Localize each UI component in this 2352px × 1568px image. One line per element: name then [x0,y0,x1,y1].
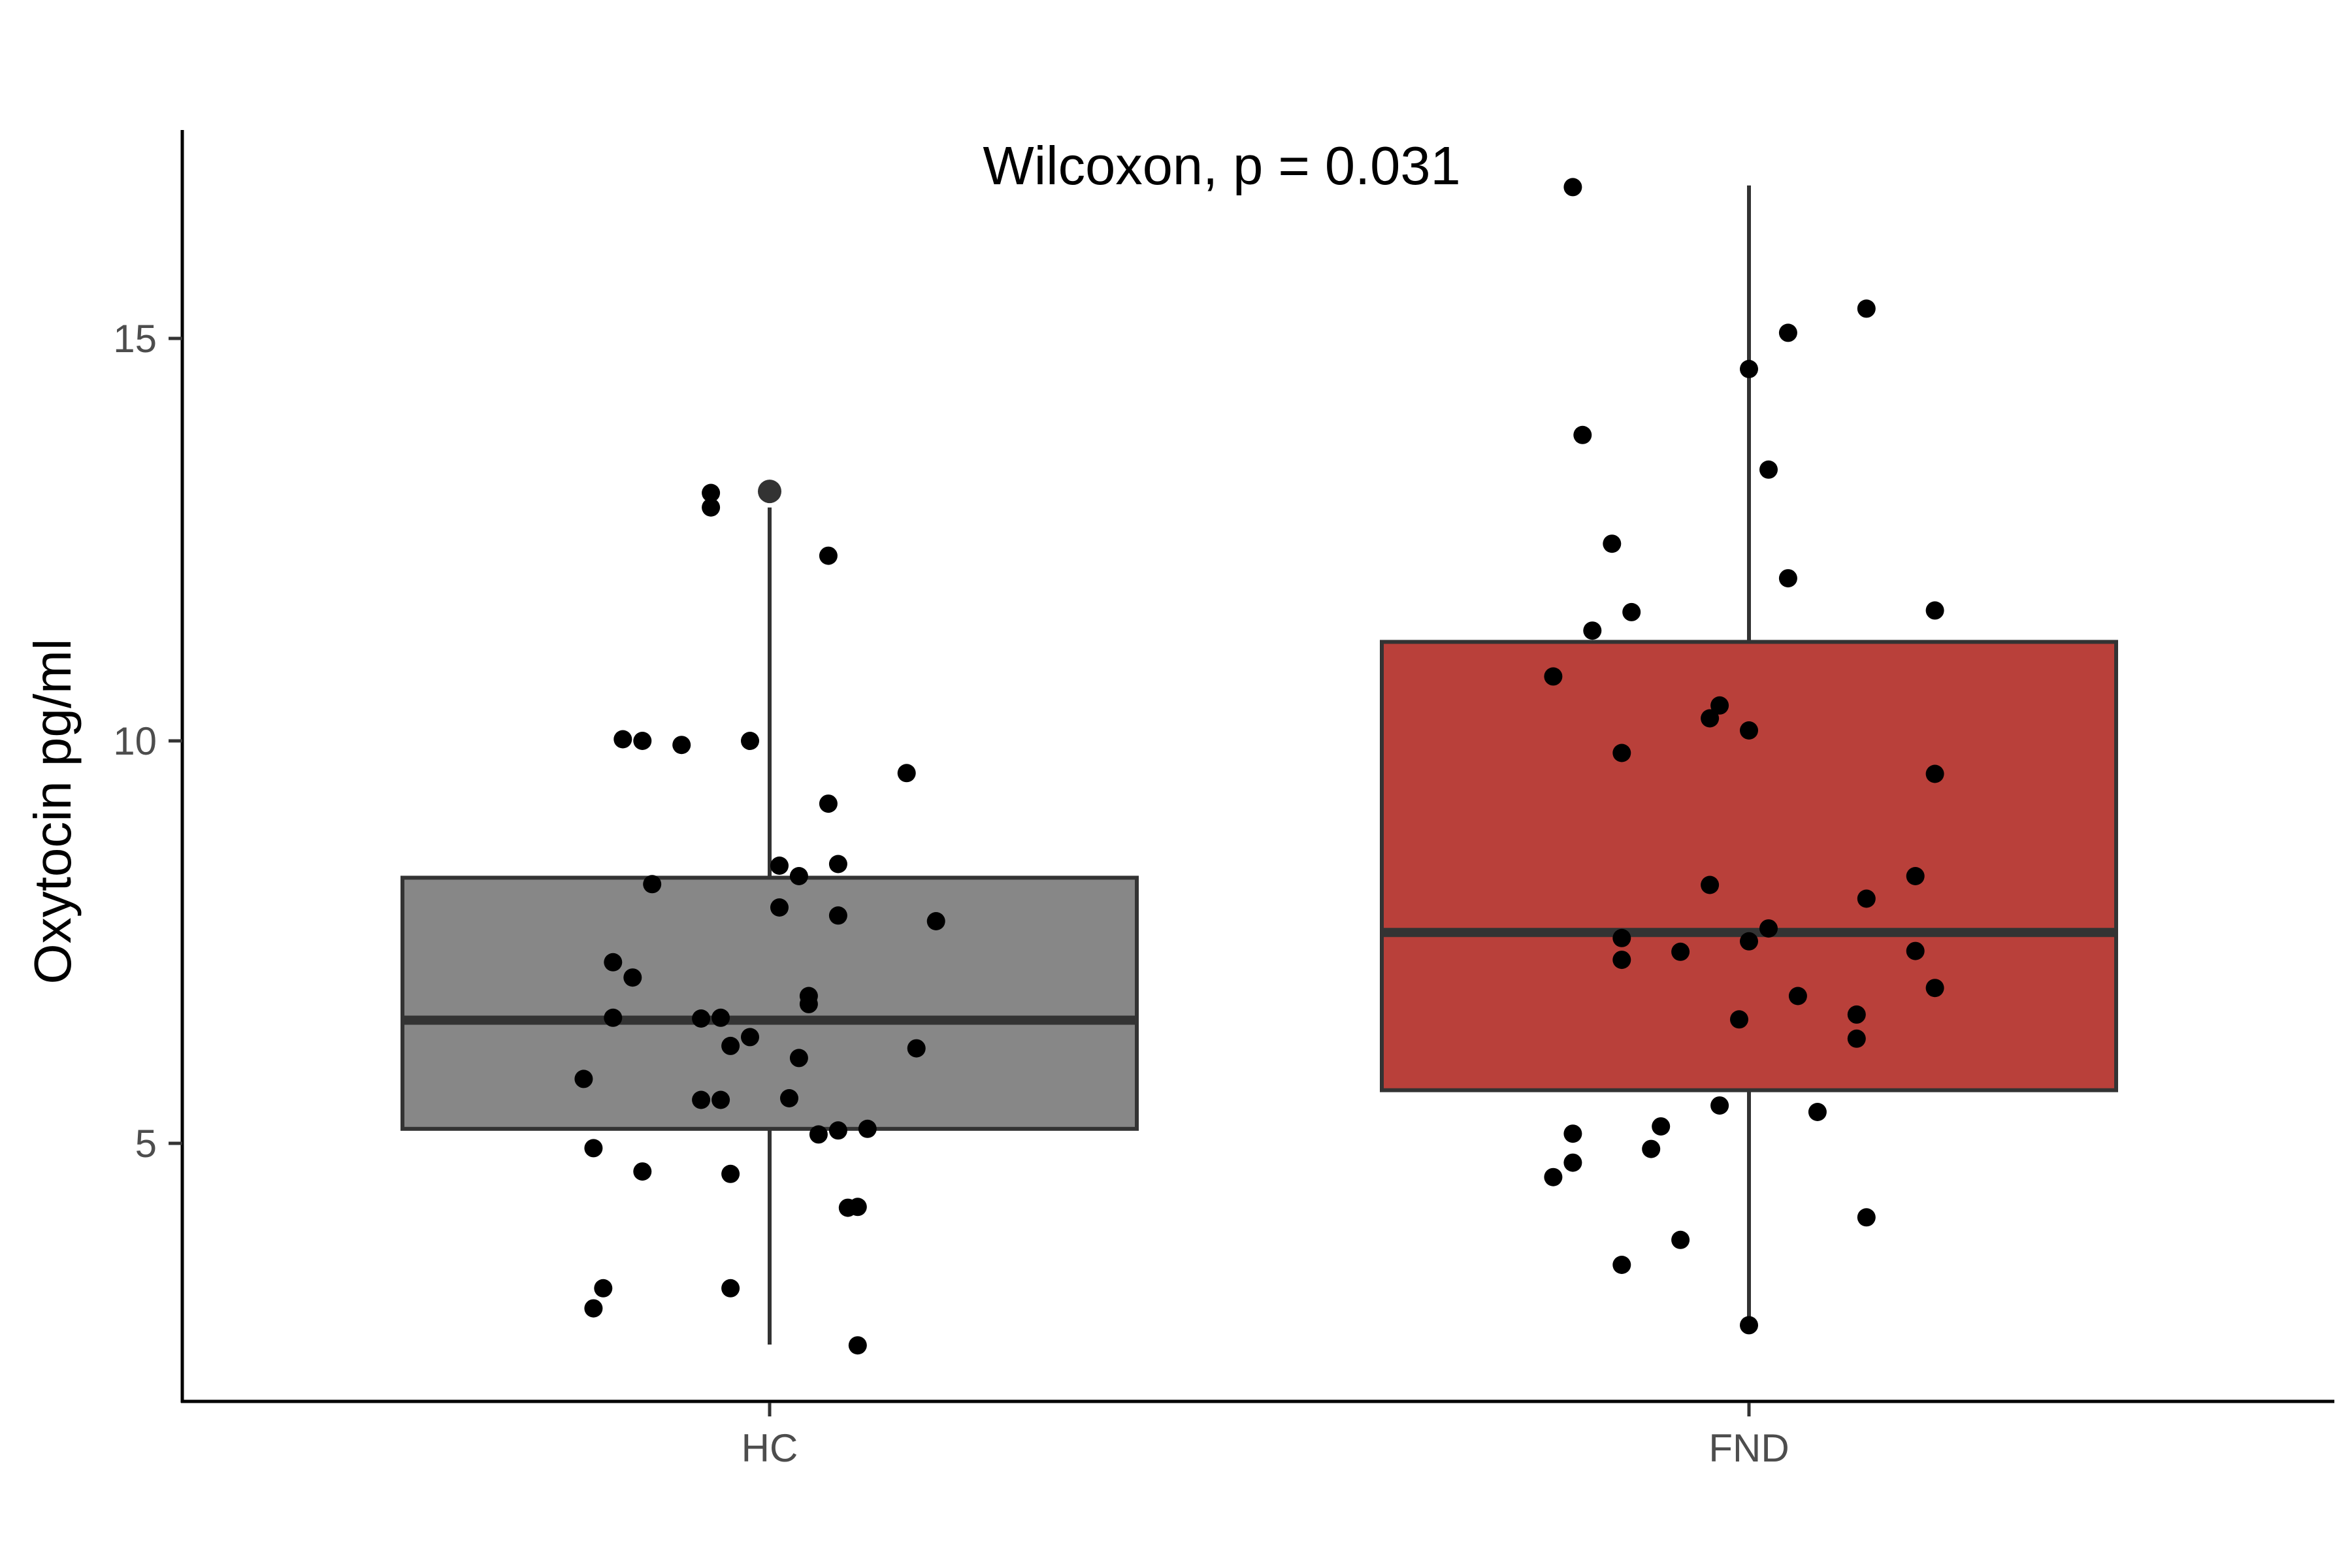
wilcoxon-annotation: Wilcoxon, p = 0.031 [983,135,1460,196]
data-point [828,906,847,925]
data-point [1671,942,1690,961]
data-point [1857,1208,1876,1227]
data-point [1847,1005,1866,1024]
ticks-layer: 5 10 15 HC FND [113,317,1789,1470]
data-point [711,1008,730,1027]
y-tick-label: 5 [135,1122,157,1166]
data-point [692,1090,711,1109]
data-point [799,994,818,1013]
data-point [1642,1139,1661,1158]
x-tick-label: HC [742,1426,798,1470]
data-point [828,1121,847,1140]
data-point [1710,696,1729,715]
data-point [1788,987,1807,1005]
data-point [604,953,623,972]
data-point [770,857,789,875]
data-point [623,968,642,987]
data-point [1612,951,1631,970]
data-point [789,867,808,885]
data-point [1925,601,1944,620]
data-point [1701,875,1720,894]
data-point [858,1119,877,1138]
hc-outlier-point [758,480,781,504]
plot-layer [400,178,2118,1355]
data-point [1759,460,1778,479]
data-point [692,1009,711,1028]
data-point [1563,1153,1582,1172]
data-point [643,875,662,894]
data-point [613,730,632,749]
data-point [1740,359,1758,378]
data-point [1847,1029,1866,1048]
data-point [1612,1256,1631,1274]
data-point [741,1028,759,1047]
data-point [633,1162,652,1181]
data-point [848,1198,867,1217]
data-point [1671,1230,1690,1249]
data-point [1544,667,1563,686]
data-point [1906,867,1925,885]
data-point [1778,323,1797,342]
data-point [1857,299,1876,318]
data-point [1622,602,1641,621]
data-point [1925,764,1944,783]
data-point [1544,1168,1563,1186]
x-tick-label: FND [1708,1426,1789,1470]
data-point [721,1279,740,1298]
data-point [907,1039,926,1058]
data-point [789,1049,808,1068]
fnd-box [1380,640,2118,1092]
data-point [1583,621,1602,640]
data-point [1612,743,1631,762]
data-point [574,1070,593,1088]
data-point [1740,932,1758,951]
data-point [1740,1316,1758,1335]
data-point [809,1125,828,1144]
data-point [633,732,652,750]
data-point [1759,919,1778,938]
data-point [1925,979,1944,998]
data-point [1857,889,1876,908]
data-point [1730,1010,1748,1029]
data-point [1603,534,1622,553]
data-point [1740,721,1758,740]
data-point [721,1164,740,1183]
data-point [819,546,838,565]
data-point [780,1089,798,1107]
data-point [1808,1103,1827,1121]
data-point [1563,178,1582,197]
data-point [594,1279,613,1298]
data-point [828,855,847,874]
data-point [1710,1096,1729,1115]
data-point [584,1299,603,1318]
data-point [741,732,759,750]
data-point [848,1336,867,1355]
y-axis-title: Oxytocin pg/ml [24,638,82,984]
data-point [770,898,789,917]
data-point [721,1036,740,1055]
data-point [1701,709,1720,728]
hc-box [400,875,1139,1131]
y-tick-label: 15 [113,317,157,361]
data-point [926,912,945,930]
data-point [1906,941,1925,960]
data-point [711,1090,730,1109]
data-point [604,1008,623,1027]
data-point [897,764,916,783]
data-point [672,736,691,755]
data-point [584,1139,603,1158]
data-point [702,498,721,517]
y-tick-label: 10 [113,719,157,763]
data-point [702,483,721,502]
data-point [1563,1124,1582,1143]
data-point [819,794,838,813]
data-point [1778,569,1797,588]
data-point [1652,1117,1671,1136]
data-point [1612,928,1631,947]
data-point [1573,425,1592,444]
